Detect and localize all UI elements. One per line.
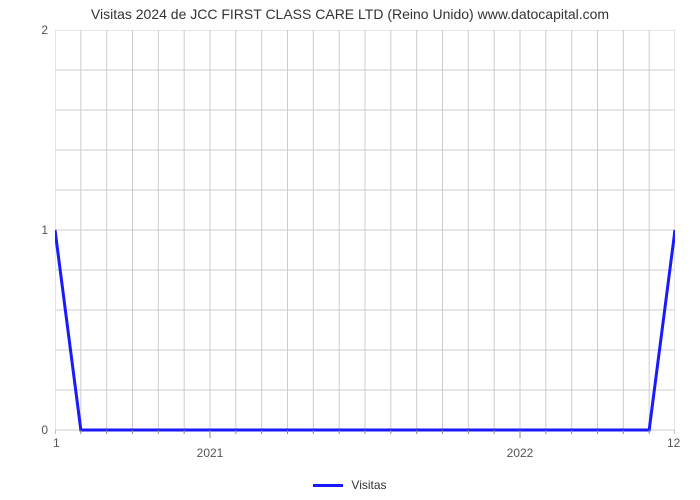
x-major-label: 2021 — [197, 446, 224, 460]
legend: Visitas — [0, 478, 700, 492]
x-major-label: 2022 — [507, 446, 534, 460]
visits-chart: Visitas 2024 de JCC FIRST CLASS CARE LTD… — [0, 0, 700, 500]
y-tick-label: 1 — [41, 223, 48, 237]
plot-area — [55, 30, 675, 430]
legend-swatch — [313, 484, 343, 487]
chart-title: Visitas 2024 de JCC FIRST CLASS CARE LTD… — [0, 6, 700, 22]
axis-layer — [55, 30, 675, 442]
y-tick-label: 2 — [41, 23, 48, 37]
x-end-label: 12 — [667, 436, 680, 450]
y-tick-label: 0 — [41, 423, 48, 437]
x-start-label: 1 — [53, 436, 60, 450]
legend-label: Visitas — [351, 478, 386, 492]
